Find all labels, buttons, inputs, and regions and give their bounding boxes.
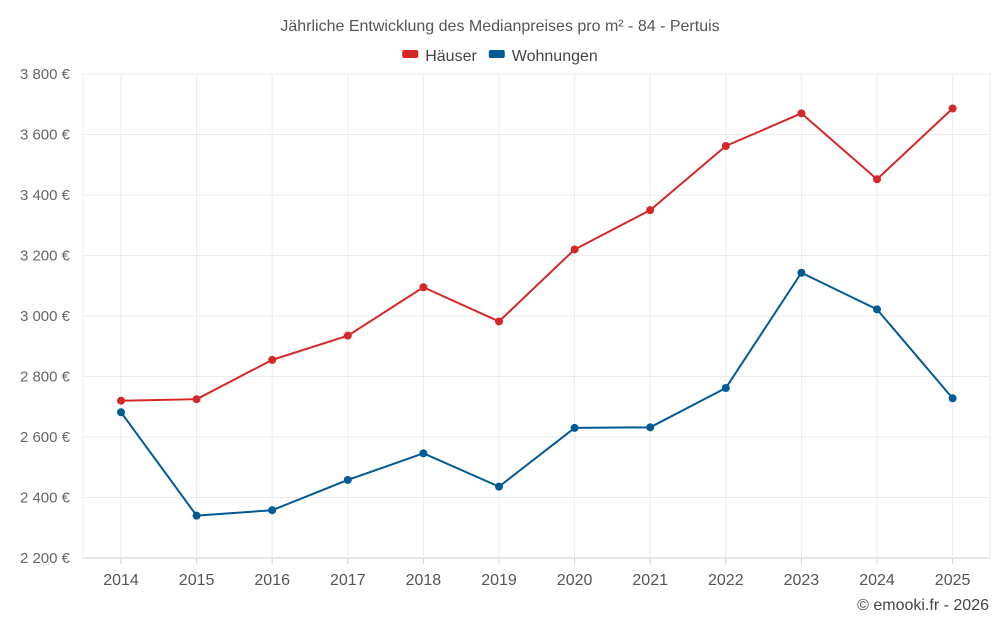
data-point[interactable] bbox=[117, 408, 125, 417]
data-point[interactable] bbox=[721, 383, 730, 392]
y-tick-label: 2 600 € bbox=[20, 429, 71, 446]
data-point[interactable] bbox=[570, 423, 579, 432]
series-haeuser bbox=[117, 104, 957, 405]
series-wohnungen bbox=[117, 268, 957, 520]
gridlines bbox=[82, 73, 991, 559]
y-tick-label: 3 000 € bbox=[20, 308, 71, 325]
legend: Häuser Wohnungen bbox=[402, 48, 598, 65]
y-tick-label: 3 200 € bbox=[20, 248, 71, 265]
data-point[interactable] bbox=[495, 482, 503, 491]
data-point[interactable] bbox=[646, 206, 655, 215]
y-tick-label: 3 400 € bbox=[20, 187, 71, 204]
data-point[interactable] bbox=[192, 395, 201, 404]
x-axis: 2014 2015 2016 2017 2018 2019 2020 2021 2022 2023… bbox=[103, 558, 970, 589]
data-point[interactable] bbox=[343, 331, 352, 340]
y-tick-label: 2 400 € bbox=[20, 490, 71, 507]
x-tick-label: 2020 bbox=[557, 572, 593, 589]
data-point[interactable] bbox=[948, 394, 957, 403]
x-tick-label: 2025 bbox=[935, 572, 971, 589]
data-point[interactable] bbox=[268, 355, 277, 364]
y-tick-label: 2 200 € bbox=[20, 550, 71, 567]
legend-swatch bbox=[402, 50, 419, 58]
legend-swatch bbox=[488, 50, 505, 58]
x-tick-label: 2015 bbox=[179, 572, 215, 589]
x-tick-label: 2021 bbox=[632, 572, 668, 589]
series-line bbox=[120, 271, 954, 517]
data-point[interactable] bbox=[948, 104, 957, 113]
x-tick-label: 2018 bbox=[406, 572, 442, 589]
y-tick-label: 3 600 € bbox=[20, 127, 71, 144]
data-point[interactable] bbox=[419, 449, 428, 458]
legend-label: Häuser bbox=[425, 48, 477, 65]
data-point[interactable] bbox=[192, 511, 201, 520]
legend-label: Wohnungen bbox=[512, 48, 598, 65]
chart-title: Jährliche Entwicklung des Medianpreises … bbox=[280, 18, 719, 35]
y-tick-label: 2 800 € bbox=[20, 369, 71, 386]
series-layer bbox=[117, 104, 957, 520]
legend-item[interactable]: Wohnungen bbox=[488, 48, 598, 65]
series-line bbox=[120, 107, 954, 402]
data-point[interactable] bbox=[268, 506, 277, 515]
data-point[interactable] bbox=[419, 283, 428, 292]
data-point[interactable] bbox=[721, 141, 730, 150]
data-point[interactable] bbox=[873, 305, 881, 314]
data-point[interactable] bbox=[646, 423, 655, 432]
data-point[interactable] bbox=[570, 245, 579, 254]
x-tick-label: 2017 bbox=[330, 572, 366, 589]
legend-item[interactable]: Häuser bbox=[402, 48, 477, 65]
x-tick-label: 2016 bbox=[254, 572, 290, 589]
y-axis: 2 200 € 2 400 € 2 600 € 2 800 € 3 000 € 3 200… bbox=[20, 66, 71, 567]
y-tick-label: 3 800 € bbox=[20, 66, 71, 83]
data-point[interactable] bbox=[117, 396, 125, 405]
data-point[interactable] bbox=[797, 109, 806, 118]
x-tick-label: 2023 bbox=[784, 572, 820, 589]
x-tick-label: 2022 bbox=[708, 572, 744, 589]
data-point[interactable] bbox=[797, 268, 806, 277]
data-point[interactable] bbox=[343, 475, 352, 484]
x-tick-label: 2014 bbox=[103, 572, 139, 589]
copyright-credit: © emooki.fr - 2026 bbox=[857, 597, 989, 614]
data-point[interactable] bbox=[873, 175, 881, 184]
x-tick-label: 2024 bbox=[859, 572, 895, 589]
x-tick-label: 2019 bbox=[481, 572, 517, 589]
data-point[interactable] bbox=[495, 317, 503, 326]
